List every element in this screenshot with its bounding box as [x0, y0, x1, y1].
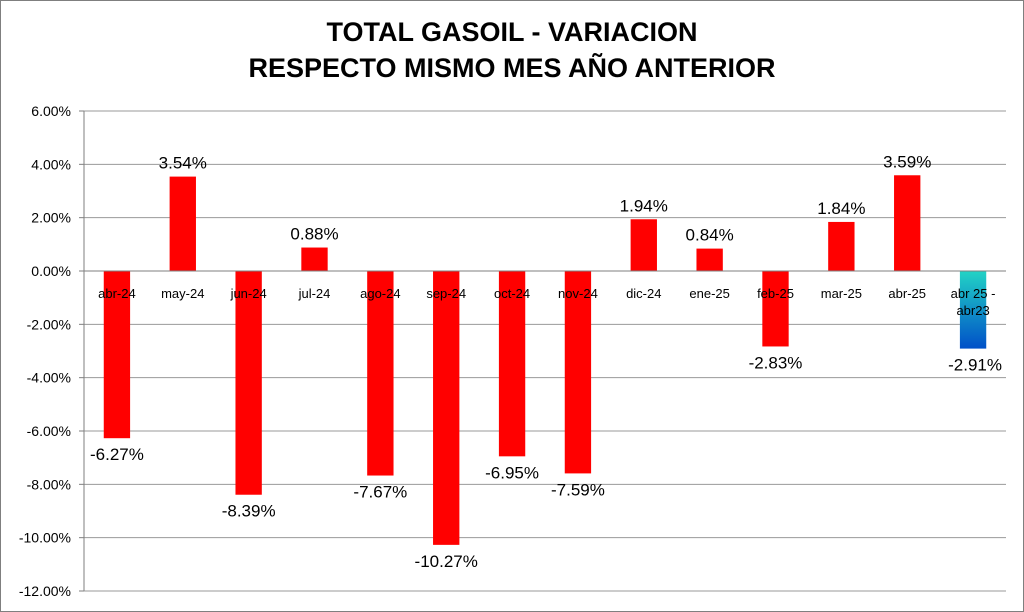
data-label: -6.27% — [90, 445, 144, 464]
y-tick-label: 4.00% — [31, 156, 71, 172]
bar-may-24 — [169, 176, 196, 271]
data-label: 3.54% — [159, 154, 207, 173]
y-tick-label: -4.00% — [27, 370, 71, 386]
chart-title-line-1: TOTAL GASOIL - VARIACION — [326, 17, 698, 47]
y-tick-label: -2.00% — [27, 316, 71, 332]
x-tick-label: ago-24 — [360, 286, 400, 301]
bar-abr25-abr23 — [959, 271, 987, 349]
x-tick-label: oct-24 — [494, 286, 530, 301]
x-tick-label: ene-25 — [689, 286, 729, 301]
x-tick-label: sep-24 — [426, 286, 466, 301]
bar-jun-24 — [235, 271, 262, 495]
axes — [79, 110, 1006, 592]
x-tick-label: nov-24 — [558, 286, 598, 301]
y-tick-label: -10.00% — [19, 530, 71, 546]
x-tick-label: abr-24 — [98, 286, 136, 301]
bar-sep-24 — [433, 271, 460, 545]
x-tick-label: abr-25 — [888, 286, 926, 301]
data-label: -2.83% — [749, 353, 803, 372]
bar-abr-24 — [103, 271, 131, 439]
data-label: -2.91% — [948, 356, 1002, 375]
data-label: -6.95% — [485, 463, 539, 482]
data-label: -10.27% — [415, 552, 478, 571]
bar-dic-24 — [630, 219, 657, 271]
bar-ago-24 — [367, 271, 394, 476]
data-label: -8.39% — [222, 502, 276, 521]
bars — [103, 175, 987, 545]
data-label: -7.67% — [353, 483, 407, 502]
bar-oct-24 — [498, 271, 526, 457]
y-tick-label: -12.00% — [19, 583, 71, 599]
data-label: 1.84% — [817, 199, 865, 218]
bar-ene-25 — [696, 248, 723, 271]
bar-feb-25 — [762, 271, 789, 347]
x-tick-label: feb-25 — [757, 286, 794, 301]
bar-nov-24 — [564, 271, 592, 474]
bar-abr-25 — [894, 175, 921, 271]
labels: 6.00% 4.00% 2.00% 0.00% -2.00% -4.00% -6.00% -8… — [19, 103, 1002, 599]
y-tick-label: -6.00% — [27, 423, 71, 439]
y-tick-label: 0.00% — [31, 263, 71, 279]
x-tick-label: jul-24 — [298, 286, 331, 301]
y-tick-label: 6.00% — [31, 103, 71, 119]
chart-title-line-2: RESPECTO MISMO MES AÑO ANTERIOR — [248, 53, 776, 83]
data-label: 0.88% — [290, 225, 338, 244]
y-tick-label: -8.00% — [27, 476, 71, 492]
data-label: -7.59% — [551, 480, 605, 499]
x-tick-label: dic-24 — [626, 286, 661, 301]
y-tick-label: 2.00% — [31, 210, 71, 226]
bar-jul-24 — [301, 247, 328, 271]
x-tick-label: jun-24 — [230, 286, 267, 301]
data-label: 1.94% — [620, 196, 668, 215]
x-tick-label: may-24 — [161, 286, 204, 301]
bar-mar-25 — [828, 221, 855, 271]
data-label: 0.84% — [686, 226, 734, 245]
data-label: 3.59% — [883, 152, 931, 171]
x-tick-label: abr 25 -abr23 — [951, 286, 996, 318]
chart-title: TOTAL GASOIL - VARIACION RESPECTO MISMO … — [0, 14, 1024, 86]
x-tick-label: mar-25 — [821, 286, 862, 301]
